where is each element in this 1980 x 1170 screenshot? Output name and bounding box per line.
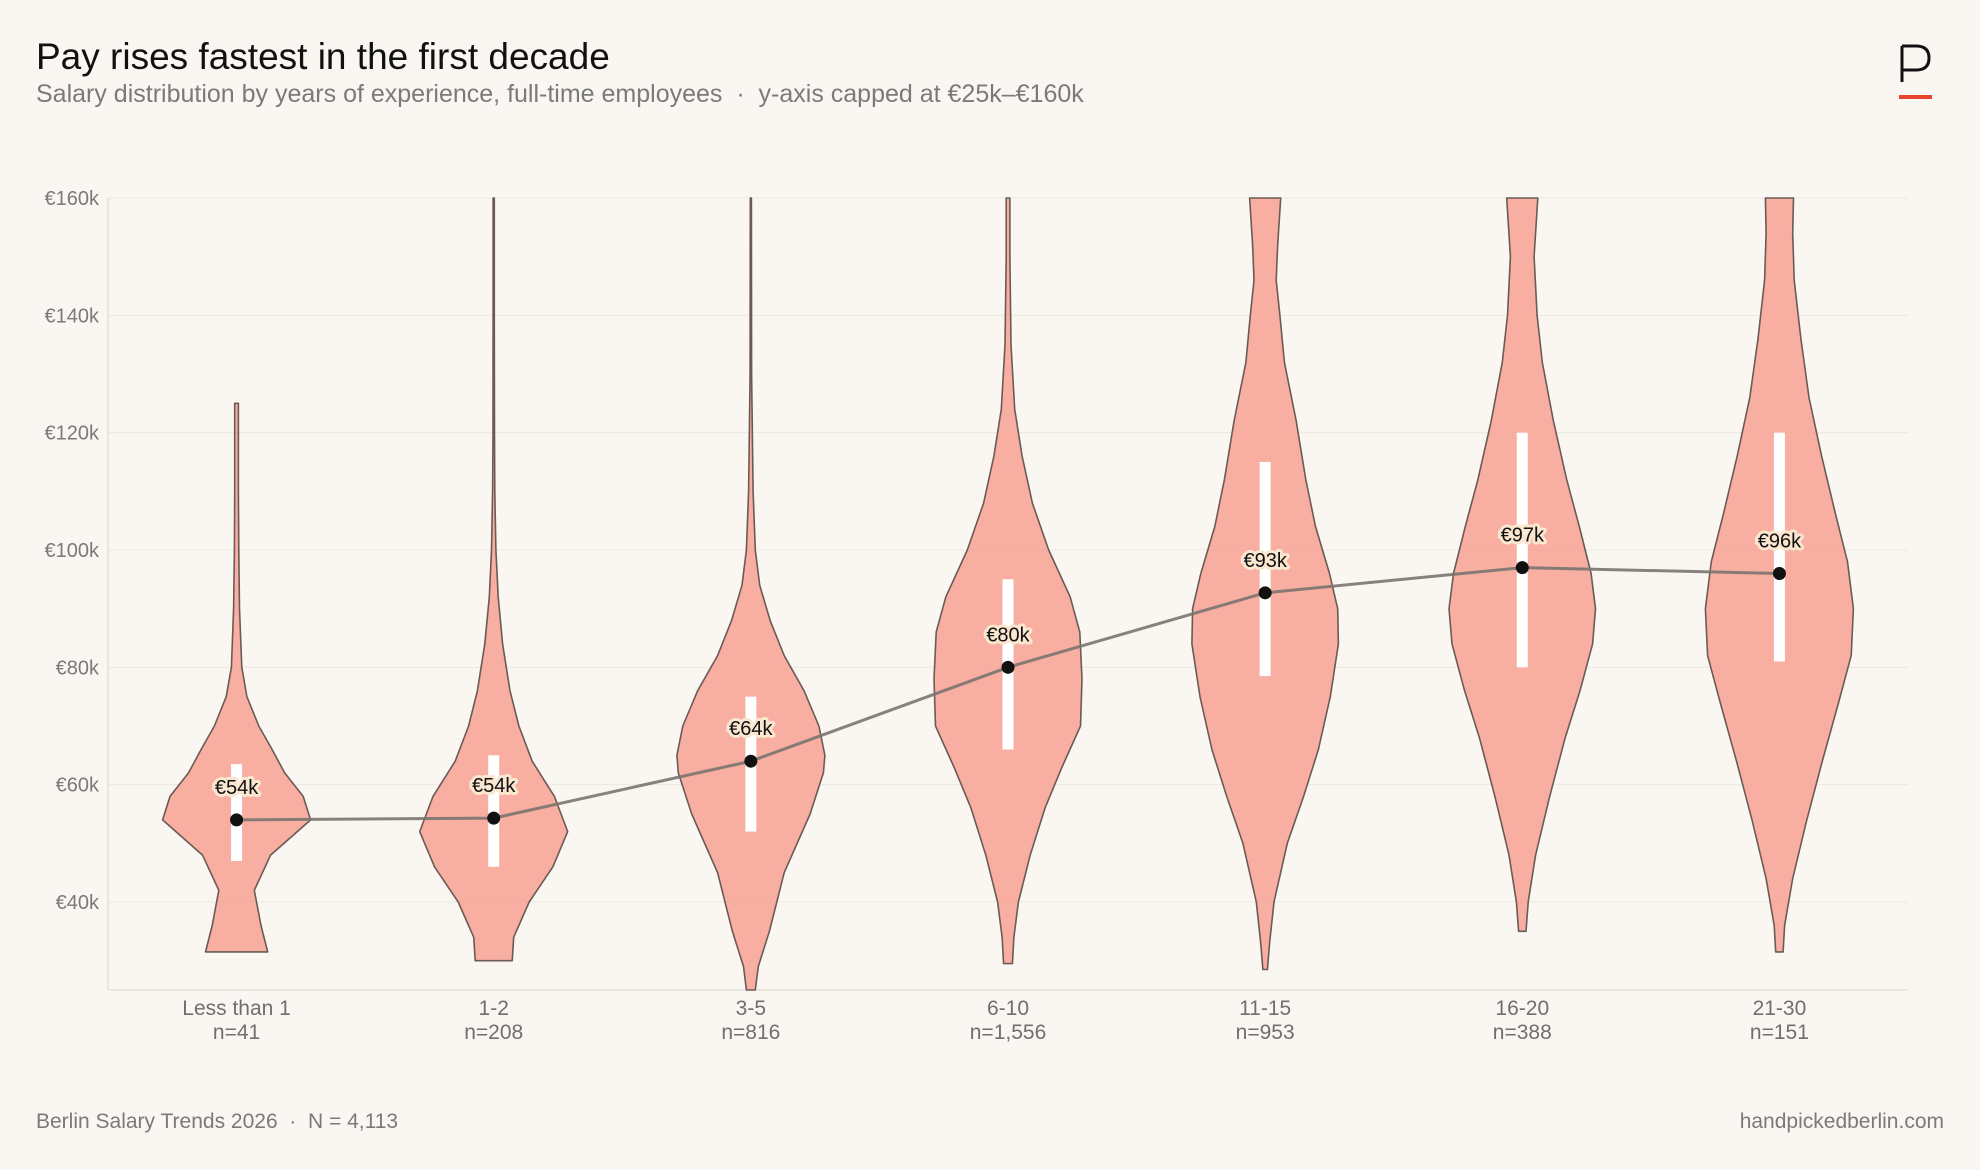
x-category-label: 21-30 [1753, 997, 1807, 1020]
y-tick-label: €100k [45, 540, 100, 562]
median-label: €54k [472, 775, 516, 797]
median-label: €93k [1243, 550, 1287, 572]
median-dot [1515, 561, 1529, 575]
chart-subtitle: Salary distribution by years of experien… [36, 80, 1084, 108]
median-dot [744, 754, 758, 768]
x-count-label: n=208 [464, 1021, 523, 1044]
axes: €40k €60k €80k €100k €120k €140k €160k [45, 188, 1908, 991]
violin-shape [676, 197, 826, 991]
median-dot [230, 813, 244, 827]
x-category-label: 3-5 [736, 997, 766, 1020]
median-dots [230, 561, 1786, 827]
x-count-label: n=953 [1236, 1021, 1295, 1044]
median-label: €96k [1758, 530, 1802, 552]
x-count-label: n=1,556 [970, 1021, 1047, 1044]
x-category-label: 6-10 [987, 997, 1029, 1020]
x-count-label: n=41 [213, 1021, 260, 1044]
p-logo-icon [1899, 44, 1932, 99]
x-count-label: n=151 [1750, 1021, 1809, 1044]
y-tick-label: €80k [56, 657, 100, 679]
median-dot [1258, 586, 1272, 600]
y-tick-label: €40k [56, 892, 100, 914]
footer-site-link[interactable]: handpickedberlin.com [1739, 1110, 1944, 1133]
median-label: €97k [1501, 525, 1545, 547]
iqr-bar [231, 764, 243, 861]
median-labels: €54k €54k €64k €80k €93k €97k €96k [212, 522, 1805, 802]
x-category-label: 1-2 [479, 997, 509, 1020]
x-category-label: 16-20 [1495, 997, 1549, 1020]
y-tick-label: €140k [45, 305, 100, 327]
x-category-label: Less than 1 [182, 997, 291, 1020]
x-count-label: n=816 [721, 1021, 780, 1044]
median-label: €80k [986, 624, 1030, 646]
y-tick-label: €60k [56, 775, 100, 797]
x-count-label: n=388 [1493, 1021, 1552, 1044]
median-label: €54k [215, 777, 259, 799]
iqr-bar [1259, 462, 1271, 677]
x-axis-labels: Less than 1n=41 1-2n=208 3-5n=816 6-10n=1,5… [182, 997, 1809, 1044]
median-label: €64k [729, 718, 773, 740]
median-dot [1001, 660, 1015, 674]
iqr-bar [488, 755, 500, 867]
x-category-label: 11-15 [1239, 997, 1291, 1020]
iqr-bar [1773, 432, 1785, 662]
median-dot [1772, 566, 1786, 580]
y-tick-label: €120k [45, 423, 100, 445]
median-dot [487, 811, 501, 825]
footer-source: Berlin Salary Trends 2026 · N = 4,113 [36, 1110, 399, 1133]
chart-title: Pay rises fastest in the first decade [36, 36, 610, 77]
y-tick-label: €160k [45, 188, 100, 210]
violin-shape [161, 402, 312, 953]
iqr-bar [1516, 432, 1528, 668]
